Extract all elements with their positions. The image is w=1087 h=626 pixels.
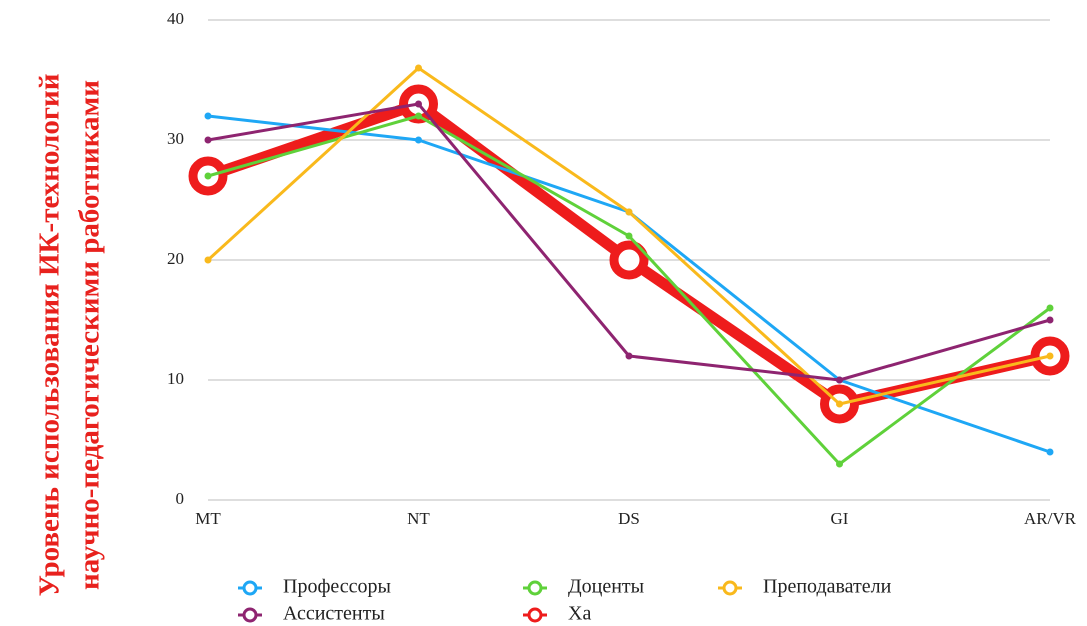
legend-swatch [722,580,738,596]
y-axis-title: научно-педагогическими работниками [74,80,106,590]
y-tick-label: 20 [167,249,184,268]
point [1046,316,1054,324]
legend-label: Профессоры [283,576,391,598]
point [1046,448,1054,456]
x-tick-label: NT [407,509,430,528]
point [204,136,212,144]
legend-swatch [527,580,543,596]
point [415,112,422,120]
point [415,136,422,144]
legend-swatch [242,580,258,596]
point [415,64,422,72]
point [1046,304,1054,312]
point [204,256,212,264]
y-tick-label: 10 [167,369,184,388]
legend-label: Преподаватели [763,576,892,598]
series-line [206,114,1052,466]
x-tick-label: GI [831,509,849,528]
legend-swatch [527,607,543,623]
point [836,460,843,468]
y-tick-label: 0 [176,489,185,508]
legend-label: Доценты [568,576,644,598]
point [625,352,633,360]
point [625,232,633,240]
legend-label: Ассистенты [283,603,385,625]
point [415,100,422,108]
x-tick-label: DS [618,509,640,528]
point [836,376,843,384]
y-tick-label: 40 [167,9,184,28]
x-tick-label: MT [195,509,221,528]
point [204,172,212,180]
point [1046,352,1054,360]
legend-swatch [242,607,258,623]
point [625,208,633,216]
y-axis-title: Уровень использования ИК-технологий [34,74,66,597]
x-tick-label: AR/VR [1024,509,1077,528]
point [204,112,212,120]
y-tick-label: 30 [167,129,184,148]
point [609,240,649,280]
point [836,400,843,408]
legend-label: Ха [568,603,591,625]
